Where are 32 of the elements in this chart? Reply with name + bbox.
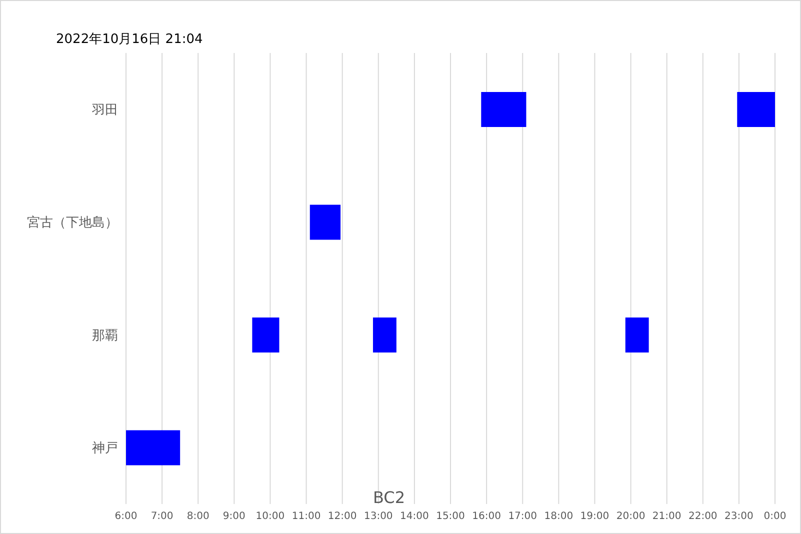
x-tick-label: 14:00 [400,511,429,522]
x-tick-label: 21:00 [652,511,682,522]
bar [310,204,341,240]
x-tick-label: 20:00 [616,511,646,522]
x-tick-label: 6:00 [114,511,138,522]
y-tick-label: 羽田 [91,102,118,118]
bar [481,92,526,127]
bar [126,430,180,466]
y-tick-label: 宮古（下地島） [27,214,118,231]
x-tick-label: 18:00 [544,511,574,522]
x-tick-label: 19:00 [580,511,610,522]
x-tick-label: 15:00 [436,511,465,522]
x-tick-label: 22:00 [688,511,718,522]
bar [372,318,396,352]
bar [737,92,775,127]
x-tick-label: 11:00 [292,511,321,522]
x-tick-label: 8:00 [186,511,210,522]
y-tick-label: 神戸 [92,441,118,456]
x-tick-label: 0:00 [764,511,786,522]
x-tick-label: 9:00 [222,511,246,522]
bar [625,318,649,352]
x-tick-label: 23:00 [724,511,754,522]
x-tick-label: 17:00 [508,511,538,522]
x-tick-label: 16:00 [472,511,501,522]
x-axis-title: BC2 [372,488,406,507]
x-tick-label: 7:00 [150,511,174,522]
bar [252,318,280,352]
y-tick-label: 那覇 [92,328,118,344]
chart-title: 2022年10月16日 21:04 [56,31,203,48]
x-tick-label: 13:00 [364,511,393,522]
x-tick-label: 10:00 [256,511,285,522]
x-tick-label: 12:00 [328,511,357,522]
